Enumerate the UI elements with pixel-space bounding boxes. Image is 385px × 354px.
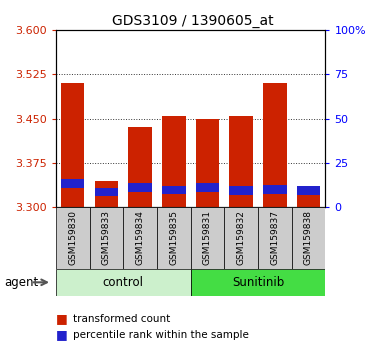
Text: GSM159834: GSM159834 (136, 210, 144, 265)
Bar (263, 83, 286, 207)
FancyBboxPatch shape (292, 207, 325, 269)
FancyBboxPatch shape (191, 269, 325, 296)
Text: ■: ■ (56, 328, 68, 341)
Text: percentile rank within the sample: percentile rank within the sample (73, 330, 249, 339)
Bar (196, 183, 219, 192)
FancyBboxPatch shape (224, 207, 258, 269)
Bar (162, 116, 186, 207)
Text: Sunitinib: Sunitinib (232, 276, 284, 289)
FancyBboxPatch shape (191, 207, 224, 269)
Text: GDS3109 / 1390605_at: GDS3109 / 1390605_at (112, 14, 273, 28)
Bar (196, 119, 219, 207)
FancyBboxPatch shape (123, 207, 157, 269)
Text: GSM159835: GSM159835 (169, 210, 178, 265)
Text: GSM159831: GSM159831 (203, 210, 212, 265)
Bar (95, 188, 118, 196)
FancyBboxPatch shape (89, 207, 123, 269)
Text: transformed count: transformed count (73, 314, 171, 324)
Text: control: control (103, 276, 144, 289)
Text: agent: agent (4, 276, 38, 289)
Bar (263, 185, 286, 194)
Bar (297, 192, 320, 207)
Bar (162, 186, 186, 194)
Bar (128, 127, 152, 207)
Text: GSM159830: GSM159830 (68, 210, 77, 265)
Text: GSM159838: GSM159838 (304, 210, 313, 265)
Text: GSM159833: GSM159833 (102, 210, 111, 265)
FancyBboxPatch shape (258, 207, 292, 269)
Bar (61, 179, 84, 188)
Bar (95, 181, 118, 207)
FancyBboxPatch shape (56, 207, 89, 269)
Bar (61, 83, 84, 207)
FancyBboxPatch shape (56, 269, 191, 296)
Bar (128, 183, 152, 192)
Bar (229, 116, 253, 207)
Text: GSM159837: GSM159837 (270, 210, 279, 265)
Text: ■: ■ (56, 312, 68, 325)
Bar (229, 187, 253, 195)
FancyBboxPatch shape (157, 207, 191, 269)
Text: GSM159832: GSM159832 (237, 210, 246, 265)
Bar (297, 186, 320, 195)
